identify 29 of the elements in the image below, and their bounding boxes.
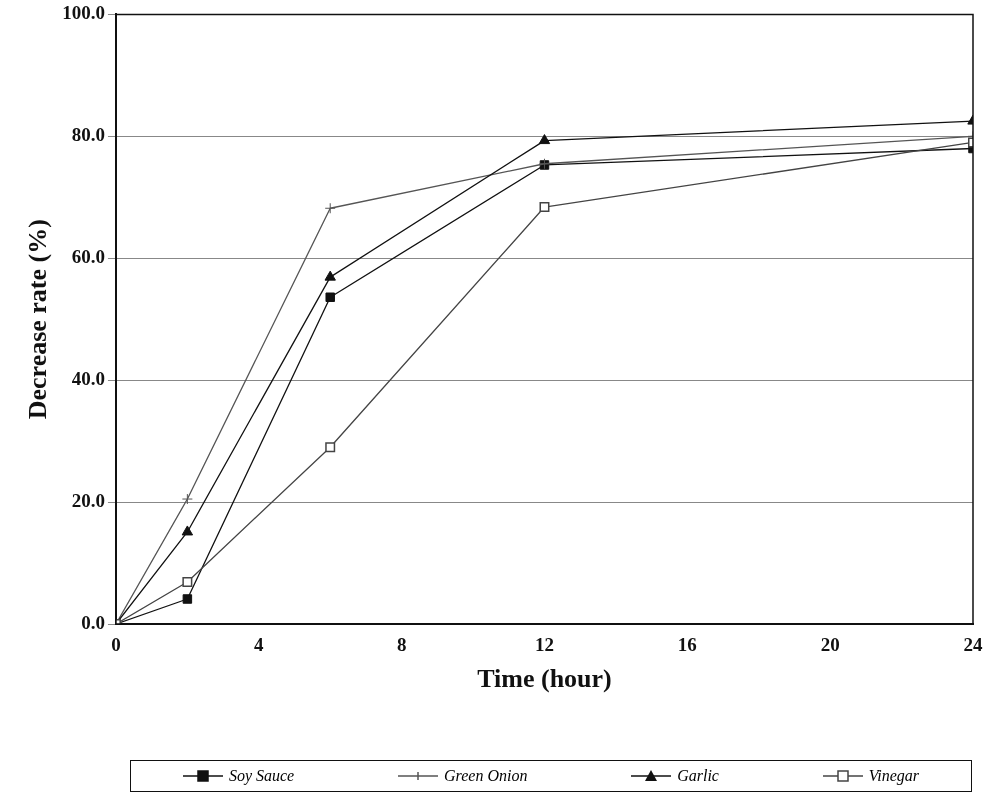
x-tick-label: 16 [677, 634, 697, 656]
y-tick-label: 80.0 [71, 124, 105, 146]
y-tick-label: 0.0 [81, 611, 105, 633]
point [325, 442, 336, 453]
point [181, 493, 193, 505]
point [181, 525, 194, 536]
y-tick-label: 40.0 [71, 368, 105, 390]
point [182, 576, 193, 587]
x-tick-label: 12 [534, 634, 554, 656]
y-tick-label: 20.0 [71, 489, 105, 511]
point [324, 270, 336, 281]
x-tick-label: 24 [963, 634, 983, 656]
x-tick-label: 8 [396, 634, 407, 656]
y-tick-label: 100.0 [62, 2, 105, 24]
legend-label: Green Onion [443, 767, 528, 785]
x-axis-title: Time (hour) [477, 664, 612, 694]
point [325, 292, 335, 302]
point [538, 134, 551, 145]
legend-label: Soy Sauce [228, 767, 295, 785]
point [182, 594, 193, 604]
legend-label: Garlic [677, 767, 719, 785]
point [539, 202, 550, 213]
point [324, 202, 336, 214]
y-axis-title: Decrease rate (%) [23, 219, 53, 420]
x-tick-label: 0 [111, 634, 121, 656]
x-tick-label: 20 [820, 634, 840, 656]
y-tick-label: 60.0 [71, 246, 105, 268]
legend-label: Vinegar [868, 767, 920, 785]
x-tick-label: 4 [254, 634, 265, 656]
